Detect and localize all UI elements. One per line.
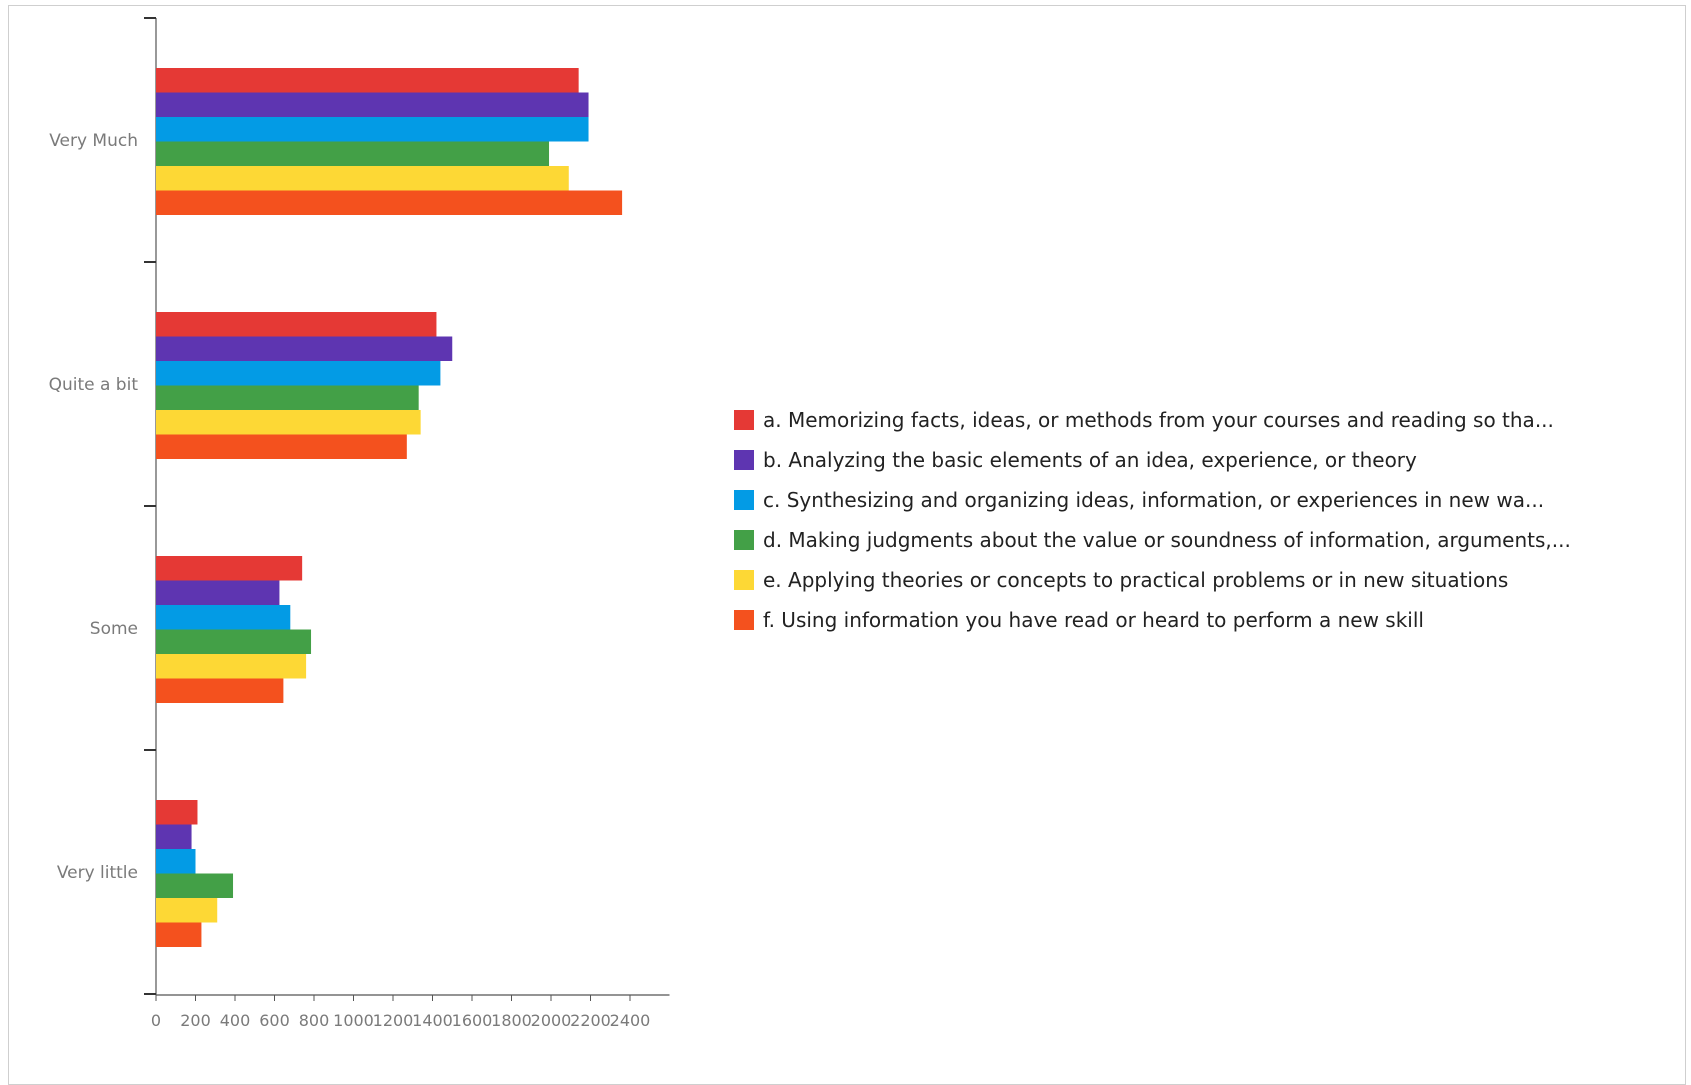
x-tick-label: 400 — [220, 1011, 251, 1030]
bar[interactable] — [156, 605, 291, 630]
bar[interactable] — [156, 190, 623, 216]
x-tick-label: 2400 — [610, 1011, 651, 1030]
bar[interactable] — [156, 336, 453, 362]
y-category-label: Very little — [57, 863, 138, 883]
x-tick-label: 0 — [151, 1011, 161, 1030]
x-tick-label: 600 — [259, 1011, 290, 1030]
bars — [156, 68, 623, 948]
x-tick-label: 1000 — [333, 1011, 374, 1030]
bar[interactable] — [156, 117, 589, 142]
legend-swatch — [734, 610, 754, 630]
bar-chart: Very Much Quite a bit Some Very little 0 200… — [49, 17, 1571, 1030]
bar[interactable] — [156, 385, 419, 411]
bar[interactable] — [156, 678, 284, 704]
bar[interactable] — [156, 434, 407, 460]
bar[interactable] — [156, 166, 569, 191]
bar[interactable] — [156, 580, 280, 606]
legend-item-label[interactable]: f. Using information you have read or he… — [763, 608, 1424, 632]
y-category-label: Some — [90, 619, 138, 639]
x-tick-label: 800 — [299, 1011, 330, 1030]
legend: a. Memorizing facts, ideas, or methods f… — [734, 408, 1571, 632]
bar[interactable] — [156, 141, 550, 167]
bar[interactable] — [156, 849, 196, 874]
legend-swatch — [734, 450, 754, 470]
x-tick-label: 1600 — [452, 1011, 493, 1030]
bar[interactable] — [156, 873, 234, 899]
bar[interactable] — [156, 312, 437, 337]
y-category-label: Quite a bit — [49, 375, 139, 395]
legend-item-label[interactable]: b. Analyzing the basic elements of an id… — [763, 448, 1417, 472]
x-axis: 0 200 400 600 800 100012001400160018002000220… — [151, 994, 670, 1030]
bar[interactable] — [156, 629, 312, 655]
y-category-label: Very Much — [49, 131, 138, 151]
x-tick-label: 2200 — [570, 1011, 611, 1030]
x-tick-label: 1200 — [373, 1011, 414, 1030]
bar[interactable] — [156, 361, 441, 386]
bar[interactable] — [156, 92, 589, 118]
bar[interactable] — [156, 556, 303, 581]
legend-item-label[interactable]: d. Making judgments about the value or s… — [763, 528, 1571, 552]
x-tick-label: 200 — [180, 1011, 211, 1030]
legend-swatch — [734, 570, 754, 590]
bar[interactable] — [156, 654, 307, 679]
x-tick-label: 2000 — [531, 1011, 572, 1030]
legend-swatch — [734, 490, 754, 510]
bar[interactable] — [156, 824, 192, 850]
bar[interactable] — [156, 800, 198, 825]
bar[interactable] — [156, 68, 579, 93]
x-tick-label: 1800 — [491, 1011, 532, 1030]
legend-item-label[interactable]: c. Synthesizing and organizing ideas, in… — [763, 488, 1544, 512]
legend-swatch — [734, 530, 754, 550]
bar[interactable] — [156, 922, 202, 948]
x-tick-label: 1400 — [412, 1011, 453, 1030]
bar[interactable] — [156, 410, 421, 435]
legend-item-label[interactable]: a. Memorizing facts, ideas, or methods f… — [763, 408, 1554, 432]
legend-swatch — [734, 410, 754, 430]
y-axis: Very Much Quite a bit Some Very little — [49, 17, 157, 995]
bar[interactable] — [156, 898, 218, 923]
legend-item-label[interactable]: e. Applying theories or concepts to prac… — [763, 568, 1508, 592]
